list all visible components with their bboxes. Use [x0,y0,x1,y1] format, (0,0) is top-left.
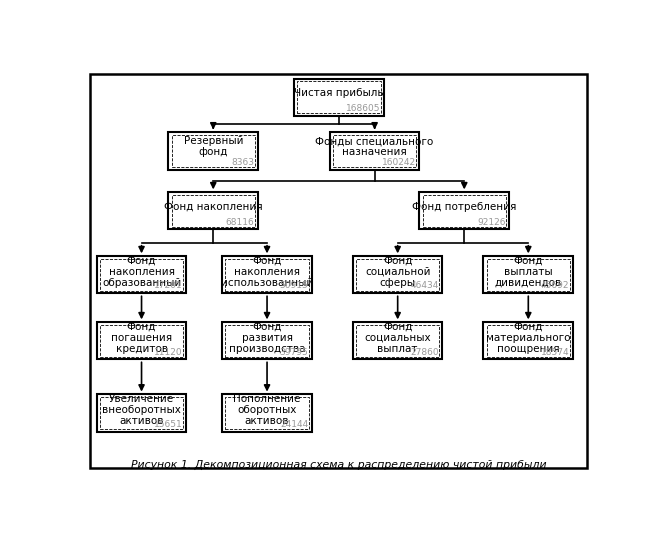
FancyBboxPatch shape [222,256,312,293]
Text: 24144: 24144 [280,420,308,429]
FancyBboxPatch shape [294,79,383,116]
Text: Фонд
развития
производства: Фонд развития производства [229,322,305,354]
FancyBboxPatch shape [222,394,312,431]
Text: Увеличение
внеоборотных
активов: Увеличение внеоборотных активов [102,393,181,426]
Text: 68116: 68116 [226,218,254,227]
Text: Фонд накопления: Фонд накопления [164,202,262,212]
Text: 27860: 27860 [410,347,439,356]
Text: 18574: 18574 [541,347,570,356]
FancyBboxPatch shape [353,256,442,293]
Text: Фонд
выплаты
дивидендов: Фонд выплаты дивидендов [494,255,562,288]
Text: 92126: 92126 [477,218,506,227]
Text: Фонд
накопления
образованный: Фонд накопления образованный [102,255,181,288]
Text: 15651: 15651 [154,420,183,429]
Text: Фонд потребления: Фонд потребления [412,202,516,212]
Text: 39795: 39795 [280,347,308,356]
FancyBboxPatch shape [330,132,420,169]
FancyBboxPatch shape [97,256,186,293]
FancyBboxPatch shape [222,322,312,360]
Text: 11120: 11120 [154,347,183,356]
Text: Чистая прибыль: Чистая прибыль [294,88,383,98]
Text: Резервный
фонд: Резервный фонд [184,136,243,158]
Text: 168605: 168605 [346,104,380,113]
FancyBboxPatch shape [353,322,442,360]
FancyBboxPatch shape [169,132,258,169]
FancyBboxPatch shape [420,192,509,229]
Text: Фонд
погашения
кредитов: Фонд погашения кредитов [111,322,172,354]
Text: 50915: 50915 [280,281,308,291]
Text: Фонд
материального
поощрения: Фонд материального поощрения [486,322,570,354]
FancyBboxPatch shape [169,192,258,229]
Text: Фонд
накопления
использованный: Фонд накопления использованный [221,255,313,288]
Text: Рисунок 1. Декомпозиционная схема к распределению чистой прибыли: Рисунок 1. Декомпозиционная схема к расп… [131,460,547,471]
FancyBboxPatch shape [483,322,573,360]
Text: 17201: 17201 [154,281,183,291]
Text: 8363: 8363 [231,158,254,167]
Text: Фонд
социальных
выплат: Фонд социальных выплат [364,322,431,354]
FancyBboxPatch shape [97,394,186,431]
FancyBboxPatch shape [97,322,186,360]
Text: Фонд
социальной
сферы: Фонд социальной сферы [365,255,430,288]
FancyBboxPatch shape [483,256,573,293]
Text: 160242: 160242 [382,158,416,167]
Text: 45692: 45692 [541,281,570,291]
Text: Фонды специального
назначения: Фонды специального назначения [315,136,434,158]
Text: 46434: 46434 [410,281,439,291]
Text: Пополнение
оборотных
активов: Пополнение оборотных активов [233,393,301,426]
